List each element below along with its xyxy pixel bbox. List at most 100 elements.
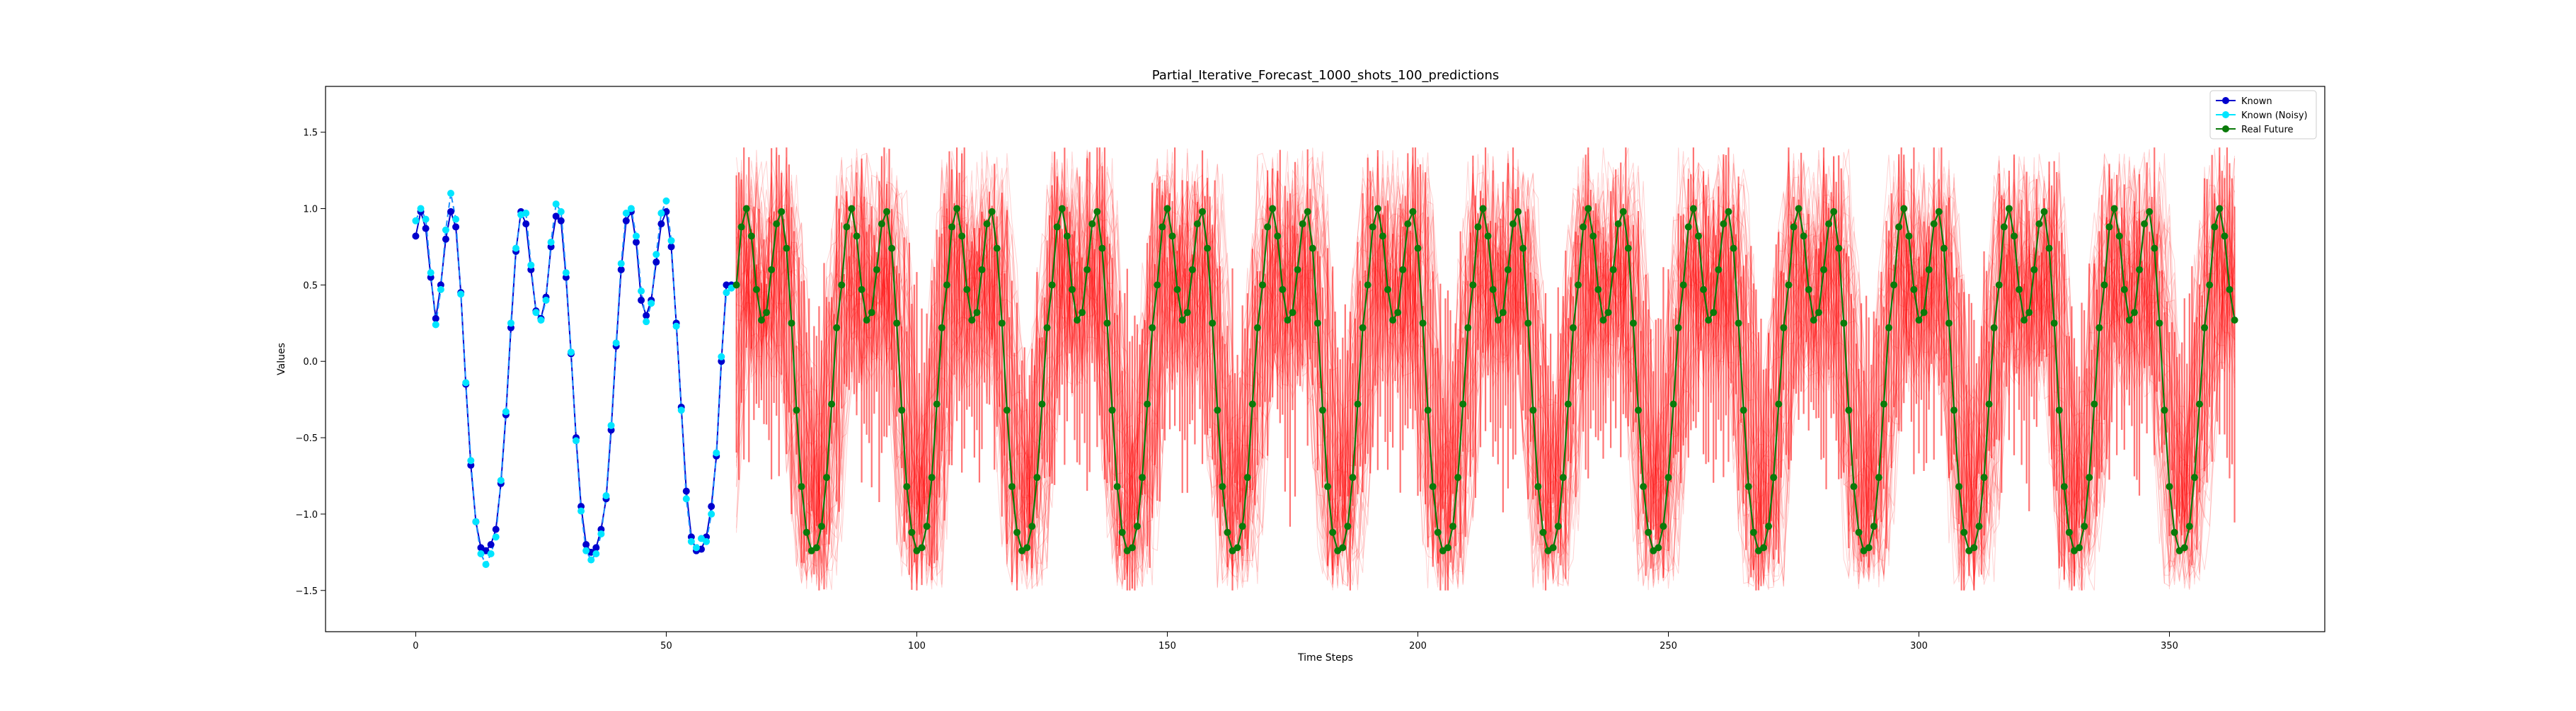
real-future-point <box>1269 205 1277 212</box>
real-future-point <box>1048 281 1056 289</box>
real-future-point <box>953 205 961 212</box>
real-future-point <box>1434 528 1442 536</box>
real-future-point <box>1575 281 1582 289</box>
known-noisy-point <box>607 421 615 429</box>
real-future-point <box>1389 317 1397 324</box>
known-noisy-point <box>713 449 720 457</box>
known-noisy-point <box>718 353 725 360</box>
real-future-point <box>1510 220 1517 228</box>
real-future-point <box>1955 483 1963 491</box>
known-point <box>522 220 530 228</box>
real-future-point <box>1725 207 1732 215</box>
real-future-point <box>1359 324 1367 331</box>
real-future-point <box>1825 220 1833 228</box>
real-future-point <box>893 319 901 327</box>
known-noisy-point <box>667 237 675 244</box>
real-future-point <box>2115 232 2123 240</box>
known-noisy-point <box>432 321 439 329</box>
known-noisy-point <box>687 537 695 545</box>
real-future-point <box>1494 317 1502 324</box>
real-future-point <box>747 232 755 240</box>
real-future-point <box>853 232 861 240</box>
known-point <box>452 223 460 231</box>
real-future-point <box>1304 207 1311 215</box>
real-future-point <box>998 319 1006 327</box>
real-future-point <box>833 324 841 331</box>
known-noisy-point <box>537 317 545 324</box>
real-future-point <box>1985 400 1993 408</box>
x-axis-label: Time Steps <box>1297 652 1353 664</box>
real-future-point <box>1524 319 1532 327</box>
real-future-point <box>1414 244 1422 252</box>
real-future-point <box>823 474 831 482</box>
real-future-point <box>1183 309 1191 317</box>
real-future-point <box>2076 544 2083 552</box>
known-noisy-point <box>477 550 485 557</box>
known-noisy-point <box>622 210 630 217</box>
y-tick-label: 1.5 <box>303 128 318 139</box>
real-future-point <box>1429 483 1437 491</box>
real-future-point <box>1795 205 1802 212</box>
real-future-point <box>1819 266 1827 273</box>
known-noisy-point <box>512 244 520 252</box>
real-future-point <box>2141 220 2149 228</box>
known-noisy-point <box>507 319 514 327</box>
known-noisy-point <box>527 261 535 269</box>
known-noisy-point <box>582 547 590 554</box>
real-future-point <box>1945 319 1953 327</box>
real-future-point <box>2201 324 2209 331</box>
real-future-point <box>1008 483 1016 491</box>
real-future-point <box>812 544 820 552</box>
real-future-point <box>973 309 981 317</box>
real-future-point <box>2016 285 2023 293</box>
y-axis-label: Values <box>276 343 287 375</box>
plot-content <box>412 147 2238 591</box>
real-future-point <box>1374 205 1381 212</box>
real-future-point <box>2226 285 2233 293</box>
real-future-point <box>1514 207 1522 215</box>
real-future-point <box>2206 281 2214 289</box>
real-future-point <box>1093 207 1101 215</box>
known-noisy-point <box>627 205 635 212</box>
real-future-point <box>757 317 765 324</box>
known-noisy-point <box>577 507 585 515</box>
real-future-point <box>1674 324 1682 331</box>
real-future-point <box>1219 483 1226 491</box>
real-future-point <box>1499 309 1507 317</box>
real-future-point <box>1539 528 1547 536</box>
real-future-point <box>1689 205 1697 212</box>
x-tick-label: 50 <box>660 641 672 652</box>
real-future-point <box>1960 528 1968 536</box>
real-future-point <box>933 400 941 408</box>
real-future-point <box>752 285 760 293</box>
real-future-point <box>1243 474 1251 482</box>
real-future-point <box>1404 220 1412 228</box>
real-future-point <box>873 266 880 273</box>
real-future-point <box>1694 232 1702 240</box>
real-future-point <box>868 309 875 317</box>
real-future-point <box>1154 281 1161 289</box>
real-future-point <box>1013 528 1021 536</box>
real-future-point <box>1580 223 1587 231</box>
x-tick-label: 0 <box>413 641 418 652</box>
real-future-point <box>1589 232 1597 240</box>
known-point <box>657 220 665 228</box>
real-future-point <box>1930 220 1938 228</box>
real-future-point <box>1585 205 1592 212</box>
real-future-point <box>1193 220 1201 228</box>
known-point <box>622 217 630 224</box>
real-future-point <box>838 281 846 289</box>
known-noisy-point <box>522 210 530 217</box>
known-noisy-point <box>567 348 575 356</box>
real-future-point <box>1770 474 1778 482</box>
real-future-point <box>1554 523 1562 530</box>
known-noisy-point <box>677 406 685 414</box>
real-future-point <box>737 223 745 231</box>
real-future-point <box>788 319 795 327</box>
y-tick-label: −1.5 <box>295 586 318 597</box>
real-future-point <box>1224 528 1231 536</box>
real-future-point <box>943 281 950 289</box>
real-future-point <box>1710 309 1718 317</box>
real-future-point <box>1504 266 1512 273</box>
